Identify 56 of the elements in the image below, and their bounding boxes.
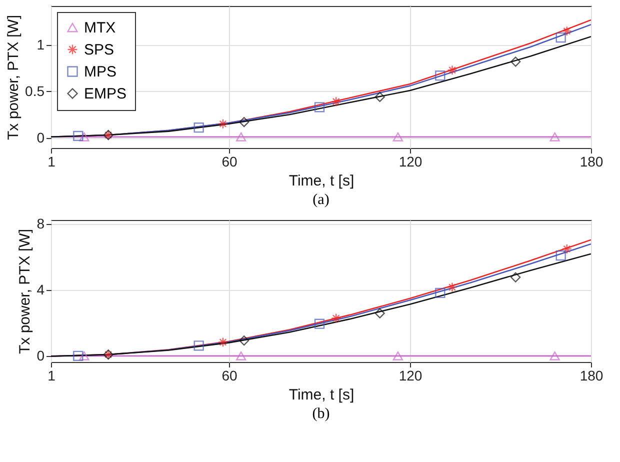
point	[556, 32, 566, 43]
x-tick-label: 60	[222, 154, 238, 170]
text: (b)	[312, 406, 330, 422]
point	[562, 244, 572, 254]
y-tick-label: 0.5	[25, 82, 45, 99]
point	[447, 282, 458, 292]
point	[239, 116, 250, 128]
point	[374, 92, 385, 102]
legend-label: SPS	[84, 42, 114, 58]
point	[392, 351, 403, 360]
point	[392, 132, 403, 142]
point	[550, 351, 560, 360]
point	[331, 313, 342, 324]
point	[314, 102, 325, 112]
legend-label: EMPS	[84, 86, 127, 102]
point	[194, 340, 204, 351]
point	[510, 56, 521, 67]
legend-label: MTX	[84, 20, 116, 36]
point	[331, 96, 342, 107]
point	[562, 26, 572, 36]
x-axis-title: Time, t [s]	[288, 386, 354, 404]
x-tick-label: 1	[48, 368, 56, 384]
point	[79, 351, 90, 360]
point	[236, 351, 246, 360]
x-tick-label: 180	[580, 154, 604, 170]
y-axis-title: Tx power, PTX [W]	[16, 228, 34, 354]
point	[236, 132, 246, 142]
y-tick-label: 1	[36, 36, 45, 52]
point	[550, 132, 560, 142]
legend-label: MPS	[84, 64, 117, 80]
point	[314, 318, 325, 329]
y-tick-label: 0	[36, 348, 45, 364]
point	[435, 288, 446, 298]
x-tick-label: 60	[222, 368, 238, 384]
point	[218, 118, 228, 129]
point	[374, 308, 385, 318]
y-axis-title: Tx power, PTX [W]	[5, 14, 22, 140]
point	[73, 130, 84, 142]
y-tick-label: 0	[36, 129, 45, 146]
y-tick-label: 8	[36, 216, 45, 232]
x-tick-label: 1	[48, 154, 56, 170]
point	[556, 250, 566, 261]
point	[79, 132, 90, 142]
text: (a)	[312, 192, 330, 208]
x-tick-label: 180	[580, 368, 604, 384]
x-axis-title: Time, t [s]	[288, 172, 354, 190]
point	[510, 272, 521, 282]
point	[194, 122, 204, 133]
y-tick-label: 4	[36, 282, 45, 298]
point	[447, 64, 458, 76]
point	[239, 335, 250, 346]
point	[435, 70, 446, 81]
x-tick-label: 120	[398, 154, 422, 170]
point	[218, 337, 228, 348]
x-tick-label: 120	[398, 368, 422, 384]
point	[73, 350, 84, 361]
